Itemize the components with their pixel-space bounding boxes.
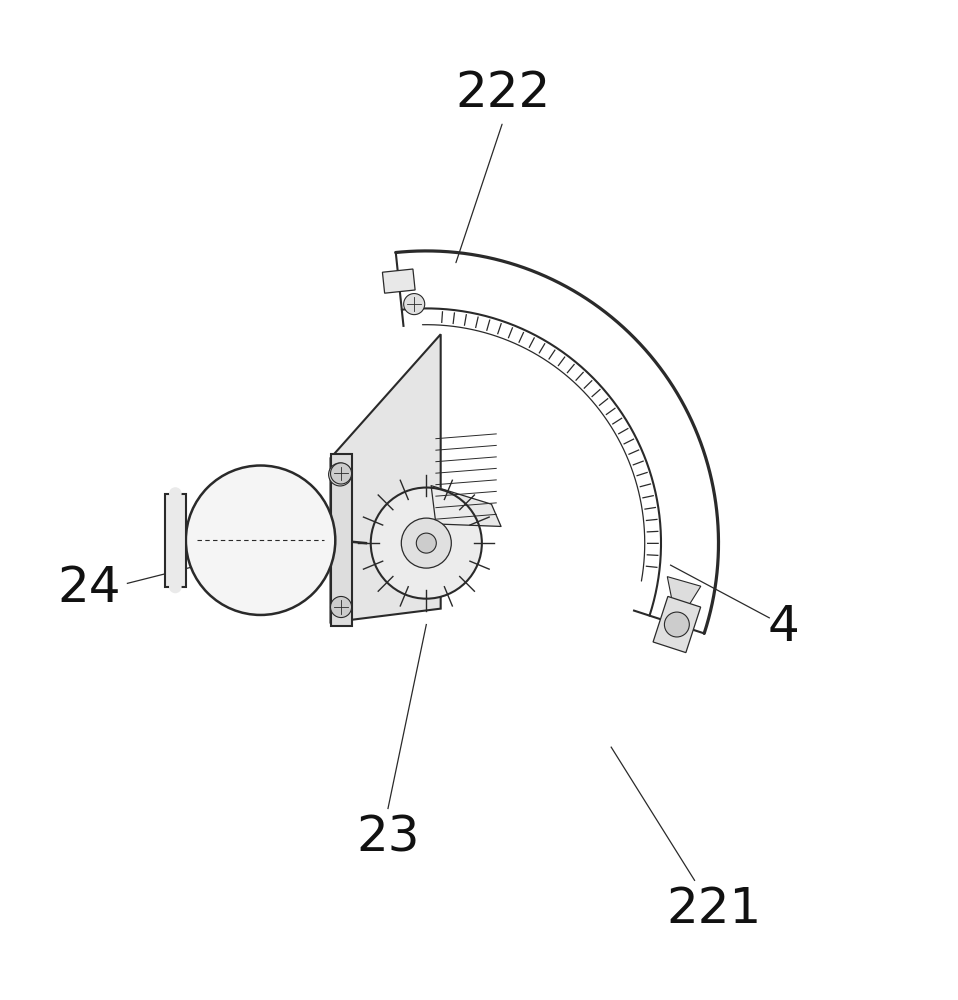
Circle shape (329, 463, 352, 486)
Bar (382, 269, 415, 293)
Circle shape (186, 466, 335, 615)
Circle shape (403, 294, 424, 315)
Bar (331, 454, 352, 626)
Text: 24: 24 (57, 564, 121, 612)
Polygon shape (331, 334, 441, 622)
Polygon shape (653, 596, 700, 653)
Text: 222: 222 (455, 69, 551, 117)
Circle shape (417, 533, 436, 553)
Circle shape (331, 463, 352, 484)
Text: 23: 23 (356, 813, 420, 861)
Circle shape (665, 612, 690, 637)
Circle shape (169, 487, 182, 500)
Text: 4: 4 (767, 603, 800, 651)
Circle shape (401, 518, 451, 568)
Circle shape (169, 581, 182, 593)
Text: 221: 221 (666, 885, 762, 933)
Bar (165, 494, 186, 587)
Polygon shape (668, 577, 701, 625)
Circle shape (371, 488, 482, 599)
Circle shape (331, 596, 352, 618)
Polygon shape (431, 486, 501, 526)
